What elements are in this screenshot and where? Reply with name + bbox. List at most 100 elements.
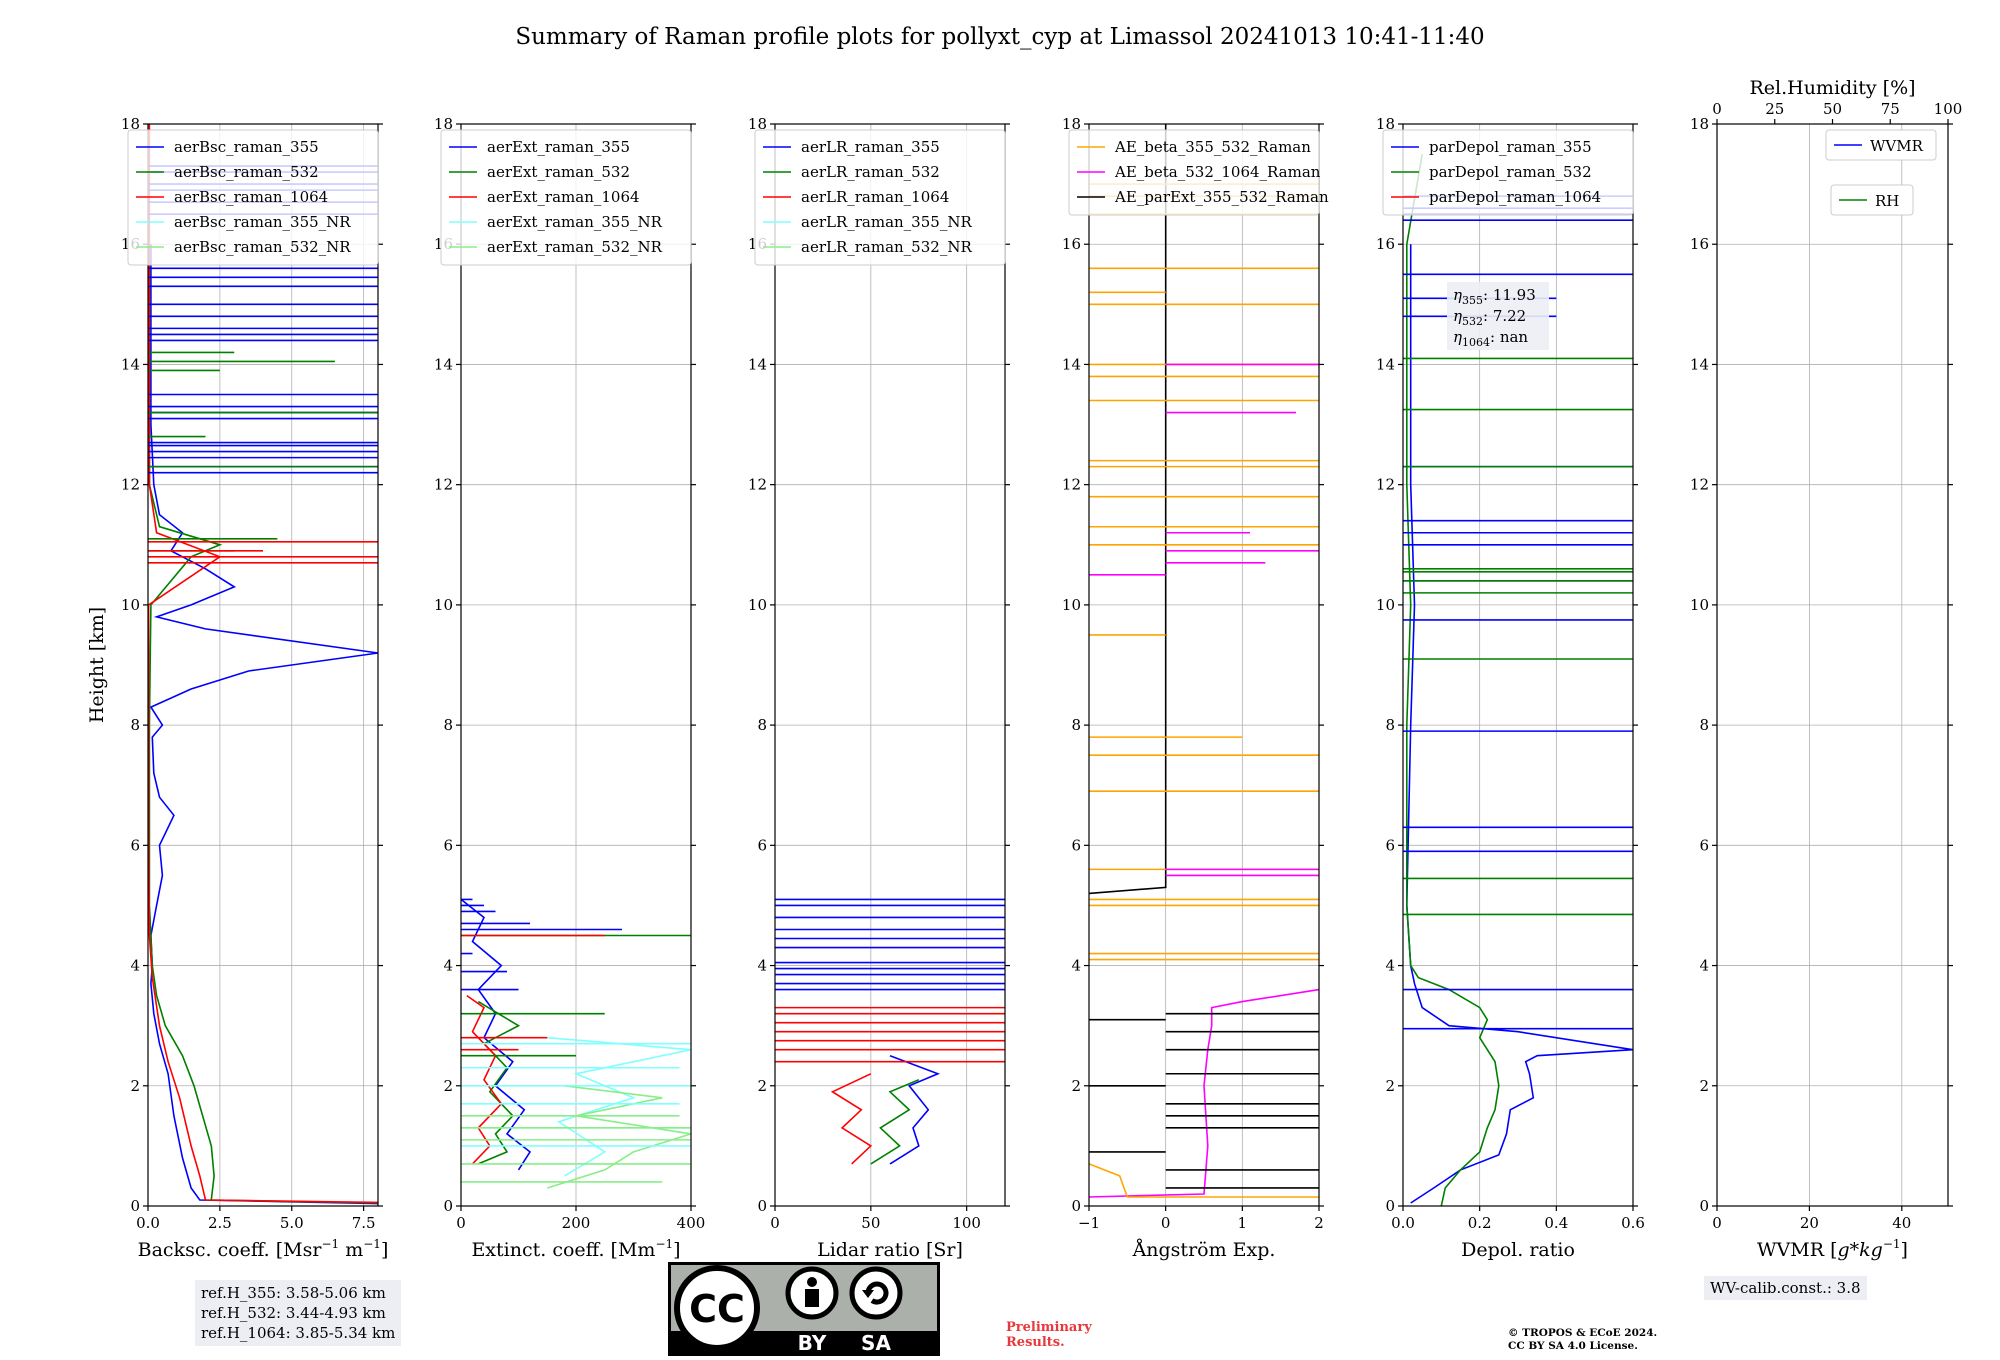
xtick-label: 0	[1161, 1214, 1171, 1232]
top-xtick-label: 75	[1881, 100, 1900, 118]
legend-label: aerBsc_raman_532_NR	[174, 238, 351, 256]
ytick-label: 8	[130, 716, 140, 734]
ytick-label: 8	[1071, 716, 1081, 734]
eta-label: η532: 7.22	[1453, 307, 1526, 328]
eta-box-bg	[1447, 282, 1549, 350]
series-AE_parExt_355_532_Raman	[1088, 124, 1167, 895]
ytick-label: 16	[1690, 235, 1709, 253]
series-aerBsc_raman_1064	[147, 124, 379, 1204]
ytick-label: 4	[130, 957, 140, 975]
xtick-label: 0.2	[1468, 1214, 1492, 1232]
ytick-label: 14	[434, 355, 453, 373]
ytick-label: 14	[1062, 355, 1081, 373]
legend-box	[1830, 184, 1914, 216]
axes-frame-bsc	[147, 123, 379, 1207]
xlabel-bsc: Backsc. coeff. [Msr−1 m−1]	[138, 1237, 389, 1261]
legend-label: aerBsc_raman_1064	[174, 188, 328, 206]
legend-label: aerBsc_raman_355_NR	[174, 213, 351, 231]
ytick-label: 2	[443, 1077, 453, 1095]
xtick-label: −1	[1078, 1214, 1100, 1232]
ytick-label: 10	[121, 596, 140, 614]
legend-label: aerLR_raman_1064	[801, 188, 949, 206]
legend-box	[754, 129, 1006, 266]
copyright-line-2: CC BY SA 4.0 License.	[1508, 1340, 1638, 1352]
ytick-label: 16	[1062, 235, 1081, 253]
xlabel-wv: WVMR [g*kg−1]	[1757, 1237, 1908, 1261]
series-aerBsc_raman_355	[149, 244, 379, 1205]
ytick-label: 18	[434, 115, 453, 133]
top-xtick-label: 0	[1712, 100, 1722, 118]
ytick-label: 12	[748, 476, 767, 494]
ylabel: Height [km]	[86, 607, 108, 723]
ytick-label: 4	[443, 957, 453, 975]
legend-label: AE_beta_355_532_Raman	[1114, 138, 1311, 156]
ytick-label: 2	[130, 1077, 140, 1095]
top-xtick-label: 50	[1823, 100, 1842, 118]
ytick-label: 4	[757, 957, 767, 975]
ytick-label: 6	[1071, 836, 1081, 854]
xtick-label: 0.6	[1621, 1214, 1645, 1232]
ytick-label: 12	[121, 476, 140, 494]
series-parDepol_raman_532	[1406, 153, 1500, 1207]
xtick-label: 0.4	[1544, 1214, 1568, 1232]
eta-label: η1064: nan	[1453, 328, 1528, 349]
axes-frame-wv	[1716, 123, 1949, 1207]
ytick-label: 10	[1376, 596, 1395, 614]
legend-label: aerLR_raman_355	[801, 138, 940, 156]
preliminary-line-1: Preliminary	[1006, 1320, 1092, 1335]
ytick-label: 12	[434, 476, 453, 494]
legend-label: parDepol_raman_532	[1429, 163, 1592, 181]
preliminary-line-2: Results.	[1006, 1335, 1065, 1350]
legend-box	[1382, 129, 1634, 216]
wv-calibration-box: WV-calib.const.: 3.8	[1704, 1276, 1867, 1300]
cc-by-label: BY	[798, 1331, 827, 1355]
legend-wv: WVMR	[1825, 129, 1937, 161]
legend-label: RH	[1875, 192, 1899, 210]
ytick-label: 2	[1699, 1077, 1709, 1095]
figure-title: Summary of Raman profile plots for polly…	[515, 24, 1485, 50]
ytick-label: 6	[757, 836, 767, 854]
series-aerExt_raman_355	[460, 898, 532, 1171]
ytick-label: 6	[1699, 836, 1709, 854]
ytick-label: 2	[757, 1077, 767, 1095]
ytick-label: 8	[757, 716, 767, 734]
xtick-label: 2.5	[208, 1214, 232, 1232]
ytick-label: 14	[121, 355, 140, 373]
ytick-label: 8	[1385, 716, 1395, 734]
xtick-label: 0	[770, 1214, 780, 1232]
ytick-label: 6	[130, 836, 140, 854]
ytick-label: 12	[1376, 476, 1395, 494]
axes-frame-dep	[1402, 123, 1634, 1207]
xlabel-ae: Ångström Exp.	[1132, 1239, 1276, 1261]
cc-logo-text: CC	[689, 1287, 745, 1331]
ytick-label: 4	[1071, 957, 1081, 975]
ytick-label: 0	[130, 1197, 140, 1215]
legend-box	[127, 129, 379, 266]
xtick-label: 2	[1314, 1214, 1324, 1232]
axes-frame-ae	[1088, 123, 1320, 1207]
xtick-label: 5.0	[280, 1214, 304, 1232]
ytick-label: 12	[1690, 476, 1709, 494]
xtick-label: 0.0	[136, 1214, 160, 1232]
xtick-label: 50	[861, 1214, 880, 1232]
legend-label: aerExt_raman_532_NR	[487, 238, 663, 256]
xlabel-ext: Extinct. coeff. [Mm−1]	[471, 1237, 680, 1261]
ytick-label: 14	[1376, 355, 1395, 373]
ytick-label: 0	[1071, 1197, 1081, 1215]
xlabel-lr: Lidar ratio [Sr]	[817, 1239, 963, 1261]
ytick-label: 6	[443, 836, 453, 854]
ytick-label: 10	[1690, 596, 1709, 614]
top-xtick-label: 25	[1765, 100, 1784, 118]
legend-box	[440, 129, 692, 266]
series-aerBsc_raman_532	[148, 244, 379, 1204]
ytick-label: 0	[1699, 1197, 1709, 1215]
ytick-label: 18	[1376, 115, 1395, 133]
preliminary-note: Preliminary Results.	[1006, 1320, 1092, 1350]
cc-sa-label: SA	[861, 1331, 891, 1355]
legend-label: parDepol_raman_1064	[1429, 188, 1601, 206]
legend-lr: aerLR_raman_355 aerLR_raman_532 aerLR_rama…	[754, 129, 1006, 266]
